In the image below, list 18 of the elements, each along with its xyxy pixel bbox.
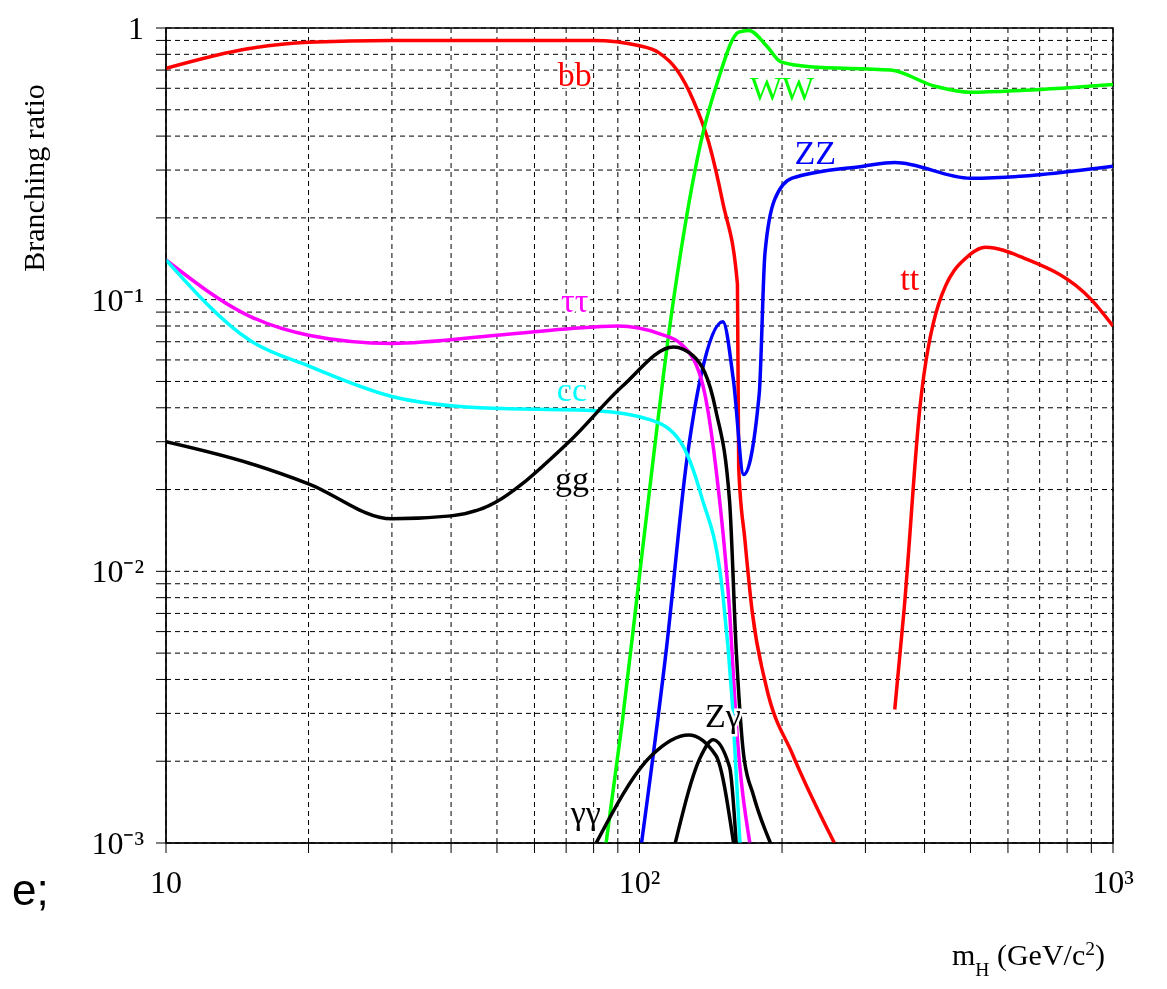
series-label: tt — [900, 260, 920, 298]
series-label: WW — [749, 70, 816, 108]
text: e; — [12, 865, 49, 914]
x-tick-label: 10 — [150, 864, 182, 900]
y-tick-label: 1 — [128, 10, 144, 46]
y-tick-label: 10⁻³ — [91, 825, 144, 861]
series-label: ZZ — [794, 133, 836, 171]
series-label: γγ — [569, 794, 601, 832]
y-axis-title: Branching ratio — [17, 84, 50, 272]
series-label: cc — [556, 370, 588, 408]
series-label: gg — [554, 460, 589, 498]
x-axis-title: m$_{H}$ (GeV/c$^{2}$) — [952, 937, 1105, 980]
x-tick-label: 10² — [618, 864, 661, 900]
y-tick-label: 10⁻¹ — [91, 281, 144, 318]
series-label: bb — [557, 55, 592, 93]
y-tick-label: 10⁻² — [91, 553, 144, 590]
x-tick-label: 10³ — [1092, 864, 1134, 900]
series-label: ττ — [561, 281, 589, 319]
